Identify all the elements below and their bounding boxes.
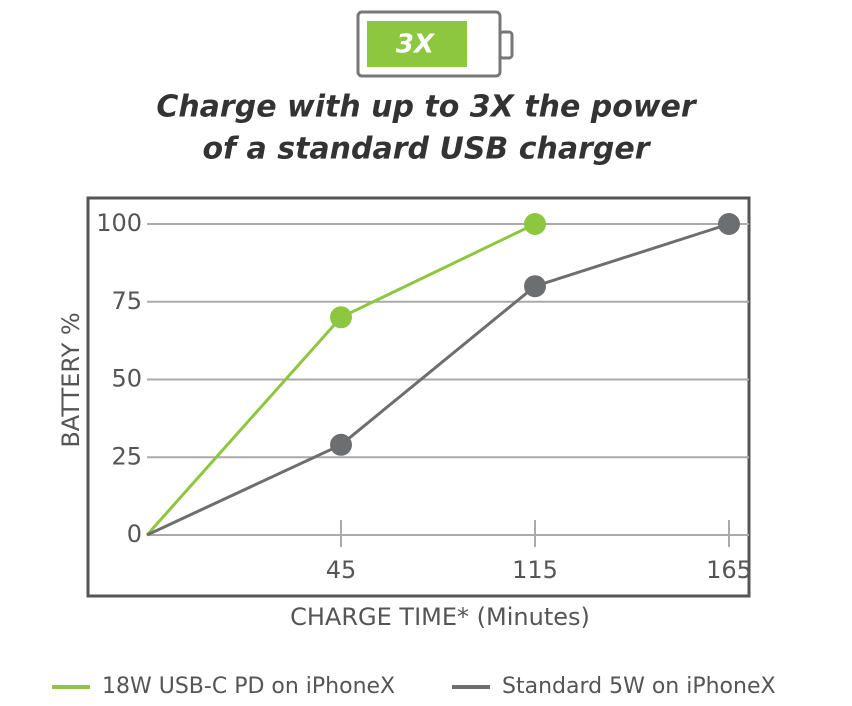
battery-fill xyxy=(367,21,467,67)
badge: 3X xyxy=(396,30,436,60)
data-point xyxy=(330,306,352,329)
y-tick-label: 0 xyxy=(127,520,142,548)
legend-label: Standard 5W on iPhoneX xyxy=(502,674,776,699)
y-axis-label: BATTERY % xyxy=(57,312,85,447)
chart-title: of a standard USB charger xyxy=(202,132,651,167)
battery-tip xyxy=(498,30,514,60)
data-point xyxy=(330,433,352,456)
legend-label: 18W USB-C PD on iPhoneX xyxy=(102,674,395,699)
x-tick-label: 165 xyxy=(706,556,752,584)
y-tick-label: 100 xyxy=(96,209,142,237)
y-tick-label: 50 xyxy=(111,365,142,393)
y-tick-label: 75 xyxy=(111,287,142,315)
x-axis-label: CHARGE TIME* (Minutes) xyxy=(290,603,590,631)
series-line xyxy=(146,222,730,537)
x-tick-label: 45 xyxy=(326,556,357,584)
data-point xyxy=(524,275,546,298)
chart-title: Charge with up to 3X the power xyxy=(156,90,698,125)
y-tick-label: 25 xyxy=(111,442,142,470)
plot-frame xyxy=(86,196,751,598)
x-tick-label: 115 xyxy=(512,556,558,584)
data-point xyxy=(718,213,740,235)
data-point xyxy=(524,213,546,235)
